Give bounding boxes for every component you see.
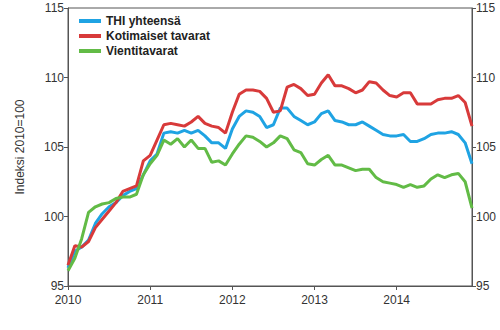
svg-text:100: 100 [44,210,64,224]
svg-text:95: 95 [476,279,490,293]
svg-text:2014: 2014 [383,293,410,307]
svg-text:95: 95 [51,279,65,293]
svg-text:2013: 2013 [301,293,328,307]
svg-text:110: 110 [476,71,495,85]
svg-text:110: 110 [45,71,64,85]
svg-text:100: 100 [476,210,496,224]
svg-text:2012: 2012 [219,293,246,307]
svg-text:Indeksi 2010=100: Indeksi 2010=100 [13,99,27,194]
svg-text:Kotimaiset tavarat: Kotimaiset tavarat [106,29,210,43]
svg-text:2010: 2010 [55,293,82,307]
svg-text:2011: 2011 [137,293,163,307]
svg-text:115: 115 [476,1,495,15]
svg-text:105: 105 [476,140,496,154]
svg-text:115: 115 [45,1,64,15]
svg-text:THI yhteensä: THI yhteensä [106,14,181,28]
svg-text:105: 105 [44,140,64,154]
svg-text:Vientitavarat: Vientitavarat [106,44,178,58]
